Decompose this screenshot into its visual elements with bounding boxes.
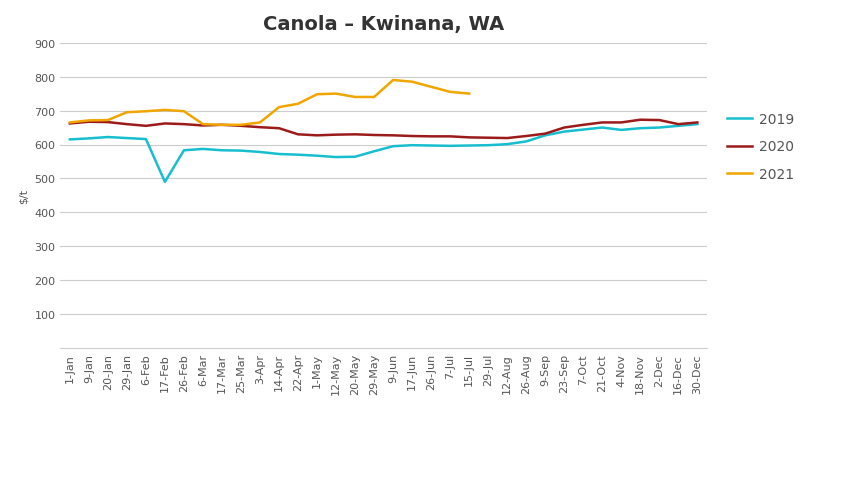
Title: Canola – Kwinana, WA: Canola – Kwinana, WA	[263, 15, 504, 34]
Y-axis label: $/t: $/t	[19, 188, 28, 204]
Legend: 2019, 2020, 2021: 2019, 2020, 2021	[720, 106, 801, 189]
